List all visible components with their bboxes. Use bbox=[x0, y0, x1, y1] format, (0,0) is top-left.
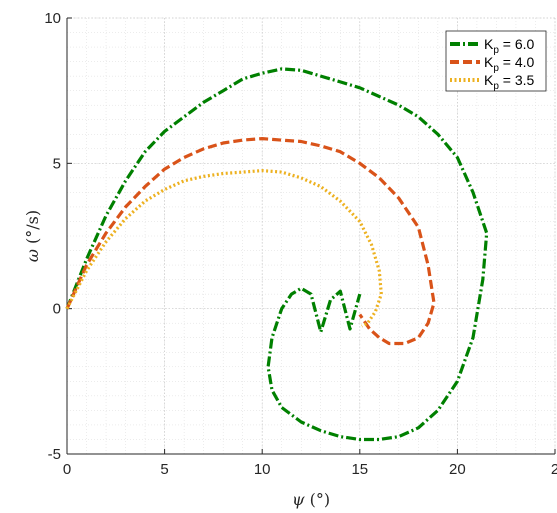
y-tick-label: 5 bbox=[53, 155, 61, 172]
x-axis-unit: (°) bbox=[304, 490, 330, 509]
x-tick-label: 5 bbox=[160, 461, 168, 478]
y-axis-label: ω (°/s) bbox=[23, 210, 42, 262]
x-tick-label: 0 bbox=[63, 461, 71, 478]
legend-value: = 4.0 bbox=[499, 54, 535, 70]
y-tick-label: -5 bbox=[48, 446, 61, 463]
y-tick-label: 0 bbox=[53, 301, 61, 318]
x-tick-label: 2 bbox=[551, 461, 557, 478]
y-axis-symbol: ω bbox=[23, 249, 42, 262]
x-tick-label: 10 bbox=[254, 461, 271, 478]
x-axis-label: ψ (°) bbox=[292, 490, 330, 509]
legend-value: = 6.0 bbox=[499, 36, 535, 52]
legend-value: = 3.5 bbox=[499, 72, 535, 88]
y-axis-unit: (°/s) bbox=[23, 210, 42, 249]
y-tick-label: 10 bbox=[44, 10, 61, 27]
x-tick-label: 20 bbox=[449, 461, 466, 478]
x-axis-symbol: ψ bbox=[292, 490, 305, 509]
legend: Kp = 6.0 Kp = 4.0 Kp = 3.5 bbox=[446, 31, 546, 92]
x-tick-label: 15 bbox=[351, 461, 368, 478]
